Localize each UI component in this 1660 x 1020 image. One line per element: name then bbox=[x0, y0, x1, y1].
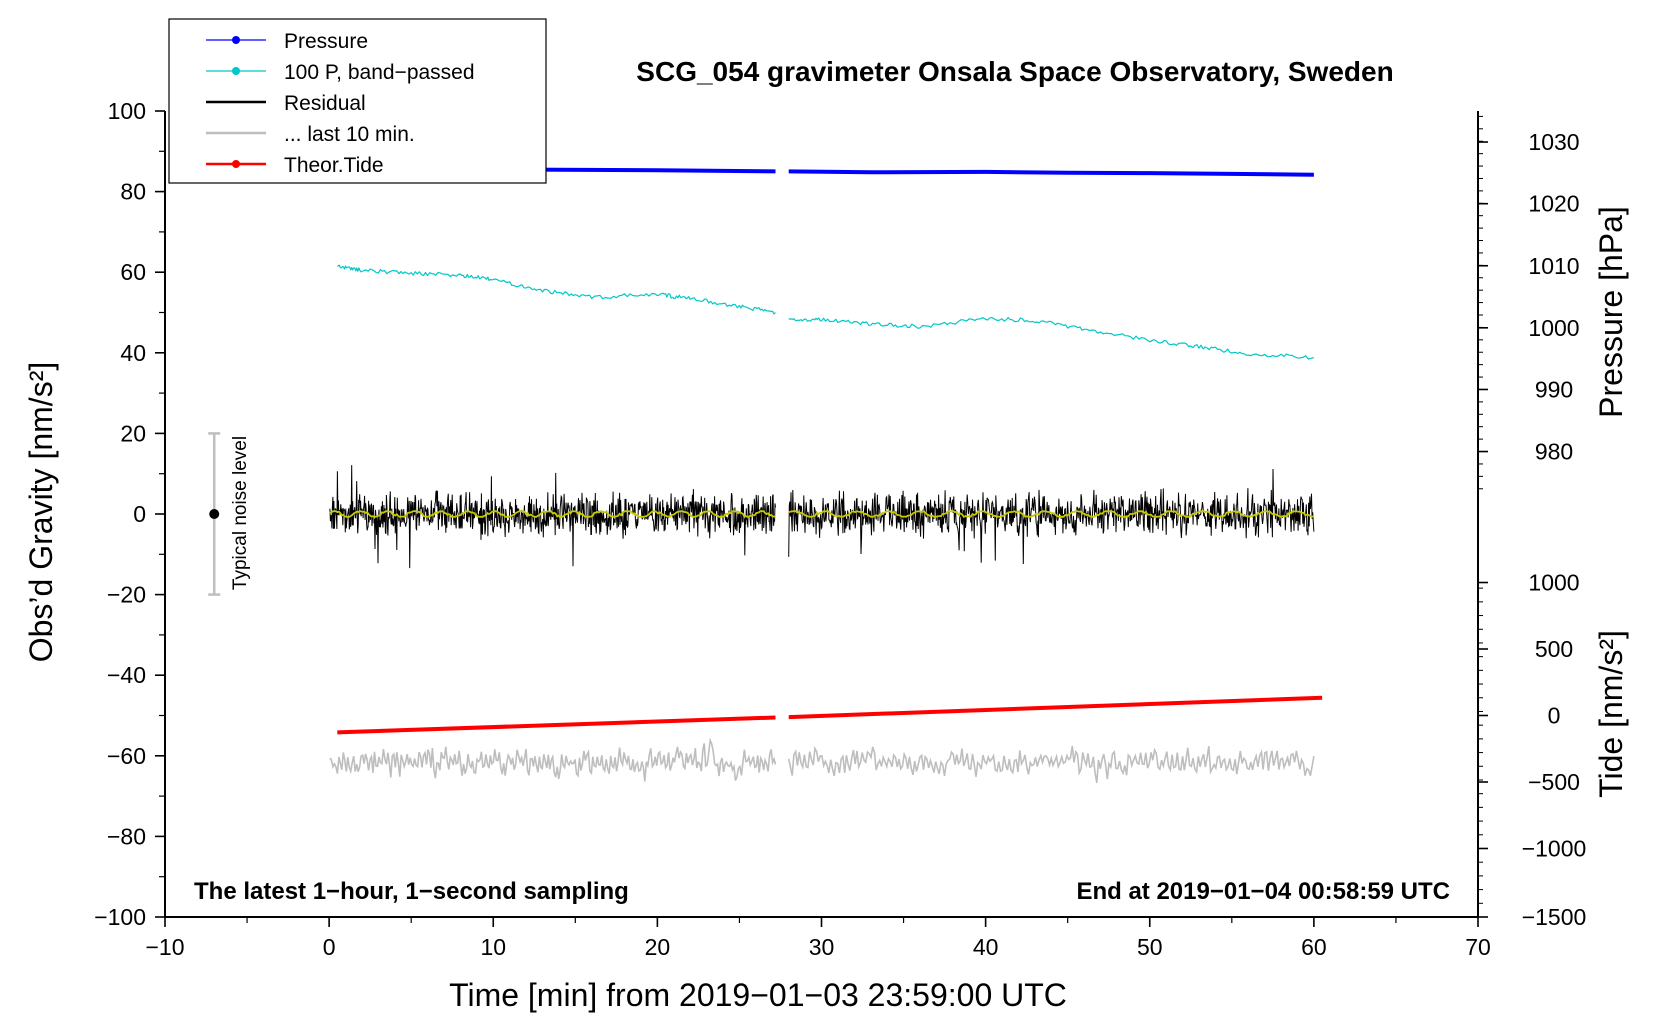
y-tick-label: 40 bbox=[120, 340, 146, 366]
pressure-tick-label: 980 bbox=[1535, 439, 1573, 465]
y-axis-label-tide: Tide [nm/s²] bbox=[1593, 630, 1629, 798]
x-tick-label: −10 bbox=[145, 934, 184, 960]
y-tick-label: −100 bbox=[94, 904, 146, 930]
residual-line-segment-2 bbox=[788, 468, 1315, 565]
legend-label-1: Pressure bbox=[284, 30, 368, 53]
x-tick-label: 70 bbox=[1465, 934, 1491, 960]
y-axis-label-left: Obs’d Gravity [nm/s²] bbox=[23, 362, 59, 663]
x-tick-label: 40 bbox=[973, 934, 999, 960]
y-tick-label: 60 bbox=[120, 259, 146, 285]
tide-tick-label: −1500 bbox=[1522, 904, 1587, 930]
residual-line-segment-1 bbox=[329, 465, 776, 569]
legend-label-2: 100 P, band−passed bbox=[284, 61, 475, 84]
y-tick-label: −20 bbox=[107, 582, 146, 608]
y-tick-label: 0 bbox=[133, 501, 146, 527]
chart-title: SCG_054 gravimeter Onsala Space Observat… bbox=[636, 56, 1393, 87]
noise-level-label: Typical noise level bbox=[230, 436, 251, 590]
x-tick-label: 10 bbox=[480, 934, 506, 960]
pressure-tick-label: 1020 bbox=[1528, 191, 1579, 217]
x-axis-label: Time [min] from 2019−01−03 23:59:00 UTC bbox=[449, 977, 1067, 1013]
x-tick-label: 60 bbox=[1301, 934, 1327, 960]
legend-label-4: ... last 10 min. bbox=[284, 123, 415, 146]
legend: Pressure 100 P, band−passed Residual ... la… bbox=[168, 18, 547, 184]
tide-tick-label: −500 bbox=[1528, 769, 1580, 795]
legend-label-5: Theor.Tide bbox=[284, 154, 384, 177]
noise-level-indicator: Typical noise level bbox=[208, 432, 251, 596]
legend-marker-1 bbox=[232, 36, 240, 44]
last-10-min-line-segment-1 bbox=[329, 737, 777, 782]
smoothed-residual-line-segment-1 bbox=[329, 510, 776, 518]
pressure-tick-label: 1010 bbox=[1528, 253, 1579, 279]
y-tick-label: 100 bbox=[108, 98, 146, 124]
smoothed-residual-line-segment-2 bbox=[788, 510, 1315, 518]
annotation-end-time: End at 2019−01−04 00:58:59 UTC bbox=[1076, 878, 1450, 905]
y-tick-label: −80 bbox=[107, 823, 146, 849]
x-tick-label: 20 bbox=[645, 934, 671, 960]
y-tick-label: 80 bbox=[120, 179, 146, 205]
legend-label-3: Residual bbox=[284, 92, 366, 115]
band-passed-pressure-line-segment-2 bbox=[788, 316, 1315, 360]
pressure-tick-label: 990 bbox=[1535, 376, 1573, 402]
y-tick-label: −60 bbox=[107, 743, 146, 769]
last-10-min-line-segment-2 bbox=[787, 745, 1315, 783]
pressure-tick-label: 1030 bbox=[1528, 129, 1579, 155]
pressure-line-segment-2 bbox=[788, 169, 1314, 177]
legend-marker-5 bbox=[232, 160, 240, 168]
tide-line-segment-1 bbox=[337, 715, 776, 735]
x-tick-label: 50 bbox=[1137, 934, 1163, 960]
annotation-sampling: The latest 1−hour, 1−second sampling bbox=[194, 878, 629, 905]
pressure-tick-label: 1000 bbox=[1528, 315, 1579, 341]
x-tick-label: 30 bbox=[809, 934, 835, 960]
noise-level-dot bbox=[209, 509, 220, 519]
tide-tick-label: 500 bbox=[1535, 636, 1573, 662]
y-tick-label: −40 bbox=[107, 662, 146, 688]
tide-tick-label: 0 bbox=[1548, 703, 1561, 729]
y-axis-label-pressure: Pressure [hPa] bbox=[1593, 206, 1629, 418]
y-tick-label: 20 bbox=[120, 420, 146, 446]
axes-layer: −10 0 10 20 30 40 50 60 70−100−80−60−40−20020406… bbox=[94, 98, 1586, 960]
series-layer bbox=[329, 167, 1323, 783]
x-tick-label: 0 bbox=[323, 934, 336, 960]
band-passed-pressure-line-segment-1 bbox=[337, 264, 776, 315]
tide-line-segment-2 bbox=[788, 695, 1323, 720]
tide-tick-label: −1000 bbox=[1522, 835, 1587, 861]
legend-marker-2 bbox=[232, 67, 240, 75]
tide-tick-label: 1000 bbox=[1528, 570, 1579, 596]
